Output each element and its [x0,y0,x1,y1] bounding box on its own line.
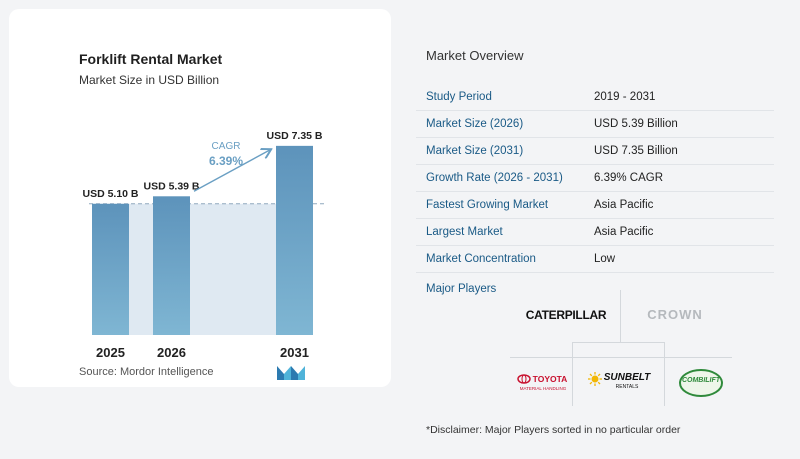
sunbelt-sub: RENTALS [615,384,639,390]
bar-2026 [153,196,190,335]
overview-row: Market Concentration Low [416,246,774,273]
overview-table: Study Period 2019 - 2031 Market Size (2026… [416,84,774,273]
overview-row-value: USD 5.39 Billion [594,118,678,130]
overview-row-value: Asia Pacific [594,199,654,211]
chart-title: Forklift Rental Market [79,51,223,67]
bar-value-label: USD 7.35 B [266,130,322,142]
divider [572,342,664,343]
overview-row: Market Size (2026) USD 5.39 Billion [416,111,774,138]
divider [510,357,732,358]
overview-row-label: Largest Market [426,226,503,238]
toyota-logo: TOYOTA [532,374,568,384]
growth-shade [129,203,276,335]
divider [664,342,665,406]
source-text: Source: Mordor Intelligence [79,366,214,378]
crown-logo: CROWN [647,307,703,322]
major-players-grid: CATERPILLAR CROWN TOYOTA MATERIAL HANDLI… [510,290,732,406]
overview-row-value: Asia Pacific [594,226,654,238]
overview-title: Market Overview [426,48,524,63]
overview-row-label: Fastest Growing Market [426,199,549,211]
toyota-sub: MATERIAL HANDLING [519,386,567,391]
bar-2025 [92,203,129,335]
overview-row-label: Growth Rate (2026 - 2031) [426,172,563,184]
divider [572,342,573,406]
cagr-label: CAGR [212,141,241,152]
overview-row-label: Study Period [426,91,492,103]
sunbelt-logo: SUNBELT [603,372,651,383]
x-tick-label: 2031 [280,345,309,360]
overview-row: Growth Rate (2026 - 2031) 6.39% CAGR [416,165,774,192]
mordor-logo-icon [277,366,305,380]
bar-2031 [276,145,313,335]
overview-row: Market Size (2031) USD 7.35 Billion [416,138,774,165]
overview-row-value: 6.39% CAGR [594,172,664,184]
overview-row: Study Period 2019 - 2031 [416,84,774,111]
sunbelt-sun-icon [588,372,602,386]
divider [620,290,621,342]
combilift-logo-icon [679,369,723,397]
bar-value-label: USD 5.39 B [143,180,199,192]
overview-row-label: Market Size (2031) [426,145,524,157]
chart-card: Forklift Rental Market Market Size in US… [9,9,391,387]
overview-row: Largest Market Asia Pacific [416,219,774,246]
overview-row-value: 2019 - 2031 [594,91,656,103]
cagr-value: 6.39% [209,154,243,168]
chart-subtitle: Market Size in USD Billion [79,73,220,87]
overview-row-value: Low [594,253,616,265]
overview-row-label: Market Concentration [426,253,536,265]
players-title: Major Players [426,283,497,295]
bar-chart: USD 5.10 B 2025 USD 5.39 B 2026 USD 7.35 B 20… [82,130,325,360]
bar-value-label: USD 5.10 B [82,188,138,200]
disclaimer: *Disclaimer: Major Players sorted in no … [426,424,681,436]
overview-row-label: Market Size (2026) [426,118,524,130]
toyota-logo-icon [517,374,531,384]
overview-row: Fastest Growing Market Asia Pacific [416,192,774,219]
combilift-logo: COMBILIFT [681,377,721,384]
x-tick-label: 2025 [96,345,125,360]
x-tick-label: 2026 [157,345,186,360]
overview-row-value: USD 7.35 Billion [594,145,678,157]
cagr-arrow [193,150,270,192]
caterpillar-logo: CATERPILLAR [525,308,607,322]
